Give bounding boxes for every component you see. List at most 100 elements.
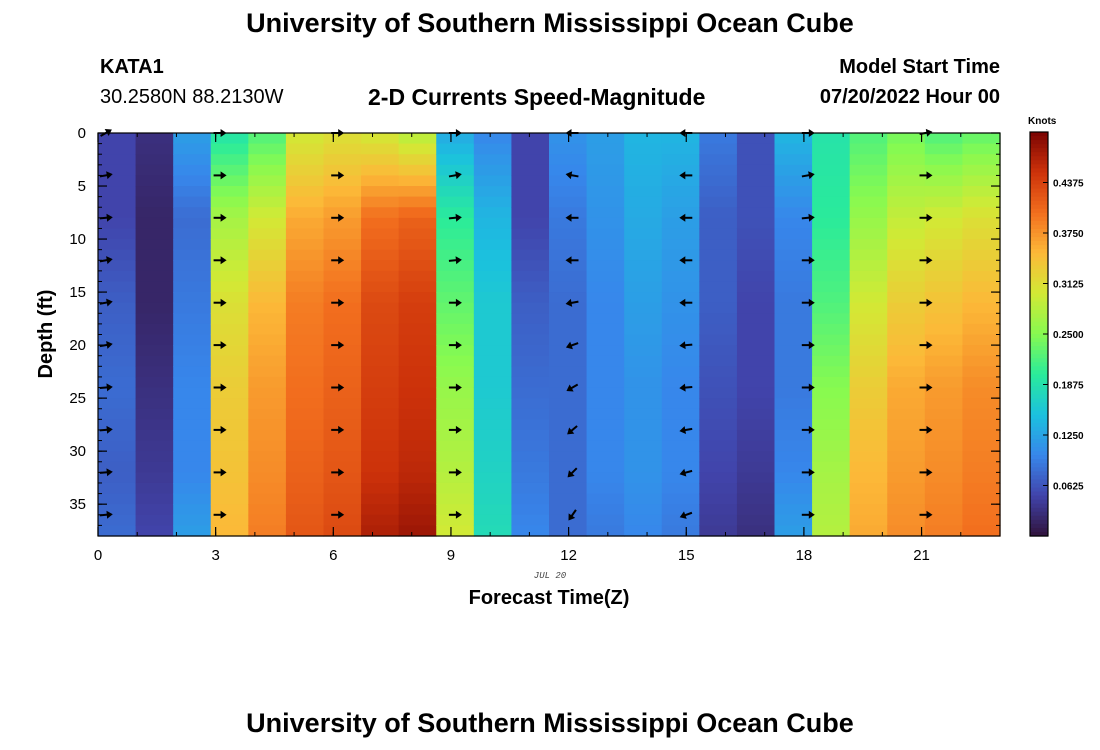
heatmap-cell [210,419,249,431]
heatmap-cell [436,175,475,187]
colorbar-segment [1030,527,1048,533]
heatmap-cell [285,228,325,240]
heatmap-cell [173,281,212,293]
heatmap-cell [849,366,888,378]
heatmap-cell [173,514,212,526]
heatmap-cell [586,514,625,526]
heatmap-cell [586,217,625,230]
heatmap-cell [586,345,625,357]
heatmap-cell [774,345,813,357]
heatmap-cell [285,133,325,145]
colorbar-segment [1030,435,1048,440]
heatmap-cell [398,355,437,367]
heatmap-cell [248,345,287,357]
heatmap-cell [736,260,776,272]
model-start-value: 07/20/2022 Hour 00 [819,86,1000,108]
heatmap-cell [98,355,137,367]
heatmap-cell [774,398,813,410]
heatmap-cell [774,217,813,230]
heatmap-cell [924,270,964,283]
heatmap-cell [210,217,249,230]
heatmap-cell [887,514,926,526]
heatmap-cell [511,217,550,230]
heatmap-cell [924,302,964,314]
heatmap-cell [924,440,964,452]
heatmap-cell [210,514,249,526]
heatmap-cell [361,175,400,187]
heatmap-cell [135,451,174,463]
heatmap-cell [173,355,212,367]
colorbar-segment [1030,459,1048,464]
heatmap-cell [586,334,625,346]
heatmap-cell [323,408,362,420]
heatmap-cell [586,323,625,336]
heatmap-cell [774,355,813,367]
heatmap-cell [248,196,287,208]
heatmap-cell [849,164,888,177]
heatmap-cell [98,440,137,452]
heatmap-cell [924,154,964,166]
heatmap-cell [887,440,926,452]
heatmap-cell [511,451,550,463]
heatmap-cell [173,249,212,261]
heatmap-cell [473,217,513,230]
current-arrow [919,256,933,265]
heatmap-cell [436,398,475,410]
colorbar-segment [1030,200,1048,206]
heatmap-cell [511,493,550,505]
colorbar-segment [1030,220,1048,226]
heatmap-cell [549,493,588,505]
heatmap-cell [699,472,738,484]
heatmap-cell [962,366,1001,378]
heatmap-cell [774,334,813,346]
heatmap-cell [887,355,926,367]
heatmap-cell [323,429,362,442]
heatmap-cell [473,419,513,431]
heatmap-cell [285,196,325,208]
heatmap-cells [98,133,1001,537]
heatmap-cell [436,419,475,431]
heatmap-cell [511,355,550,367]
heatmap-cell [549,387,588,399]
heatmap-cell [511,387,550,399]
heatmap-cell [812,514,851,526]
heatmap-cell [962,482,1001,495]
heatmap-cell [586,228,625,240]
heatmap-cell [361,504,400,516]
heatmap-cell [624,302,663,314]
heatmap-cell [173,334,212,346]
heatmap-cell [774,482,813,495]
heatmap-cell [135,228,174,240]
heatmap-cell [812,217,851,230]
heatmap-cell [699,154,738,166]
heatmap-cell [98,514,137,526]
current-arrow [331,425,345,434]
heatmap-cell [248,292,287,304]
heatmap-cell [924,451,964,463]
current-arrow [565,213,579,222]
heatmap-cell [849,292,888,304]
heatmap-cell [98,217,137,230]
heatmap-cell [248,482,287,495]
current-arrow [213,341,227,350]
heatmap-cell [549,143,588,155]
colorbar-segment [1030,136,1048,141]
heatmap-cell [887,472,926,484]
current-arrow [565,171,579,180]
heatmap-cell [398,525,437,537]
heatmap-cell [511,345,550,357]
colorbar-segment [1030,390,1048,396]
heatmap-cell [210,334,249,346]
y-tick-label: 0 [78,125,86,142]
heatmap-cell [473,334,513,346]
heatmap-cell [135,355,174,367]
heatmap-cell [736,334,776,346]
heatmap-cell [135,186,174,198]
heatmap-cell [398,376,437,389]
heatmap-cell [661,207,700,219]
heatmap-cell [924,387,964,399]
colorbar-segment [1030,439,1048,444]
heatmap-cell [924,493,964,505]
heatmap-cell [549,366,588,378]
heatmap-cell [511,154,550,166]
